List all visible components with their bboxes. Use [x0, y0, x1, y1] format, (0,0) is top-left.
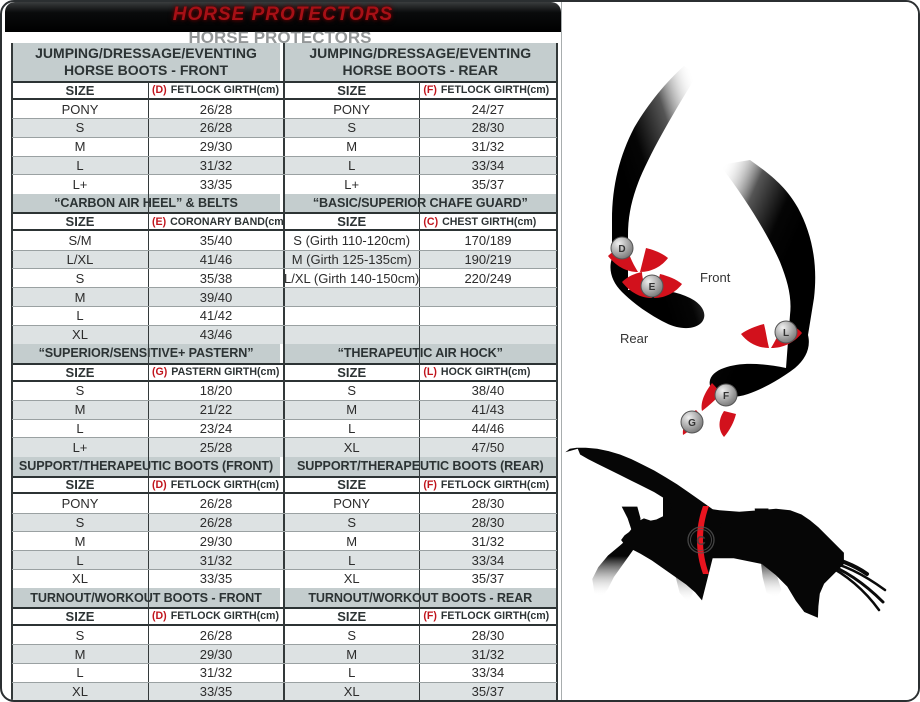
- svg-text:C: C: [696, 533, 706, 548]
- svg-text:L: L: [783, 328, 789, 339]
- svg-text:G: G: [688, 418, 696, 429]
- svg-text:E: E: [649, 282, 656, 293]
- svg-text:F: F: [723, 391, 729, 402]
- svg-text:D: D: [618, 244, 625, 255]
- svg-text:Front: Front: [700, 270, 731, 285]
- svg-text:Rear: Rear: [620, 331, 649, 346]
